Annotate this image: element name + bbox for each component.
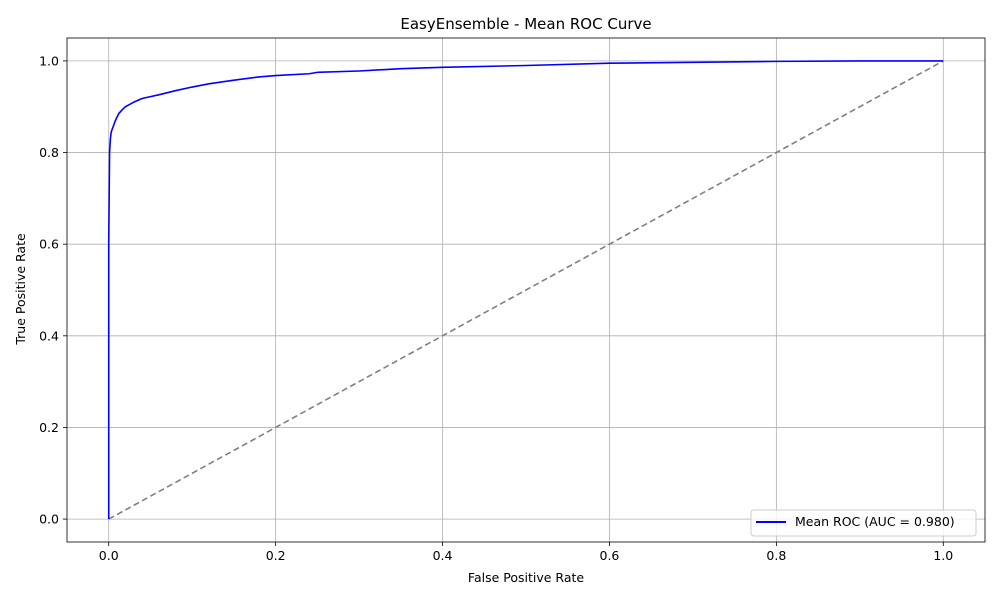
x-tick-label: 0.0	[99, 548, 119, 563]
tick-layer: 0.0 0.2 0.4 0.6 0.8 1.0 0.0 0.2 0.4 0.6 0.8 1.0	[39, 53, 953, 563]
legend-label-mean-roc: Mean ROC (AUC = 0.980)	[795, 514, 955, 529]
y-tick-label: 0.2	[39, 420, 59, 435]
series-layer	[107, 60, 944, 520]
y-tick-label: 0.6	[39, 237, 59, 252]
x-tick-label: 1.0	[933, 548, 953, 563]
y-tick-label: 0.4	[39, 328, 59, 343]
x-tick-label: 0.4	[433, 548, 453, 563]
x-tick-label: 0.6	[600, 548, 620, 563]
legend-box	[750, 509, 977, 537]
chart-title: EasyEnsemble - Mean ROC Curve	[400, 15, 651, 33]
y-tick-label: 0.0	[39, 512, 59, 527]
x-tick-label: 0.2	[266, 548, 286, 563]
grid-layer	[67, 38, 985, 542]
x-tick-label: 0.8	[766, 548, 786, 563]
y-tick-label: 0.8	[39, 145, 59, 160]
x-axis-label: False Positive Rate	[468, 570, 584, 585]
axes-frame	[66, 37, 986, 543]
chance-diagonal-line	[108, 60, 944, 520]
y-tick-label: 1.0	[39, 53, 59, 68]
y-axis-label: True Positive Rate	[13, 233, 28, 346]
legend: Mean ROC (AUC = 0.980)	[750, 509, 977, 537]
mean-roc-line	[107, 60, 944, 520]
